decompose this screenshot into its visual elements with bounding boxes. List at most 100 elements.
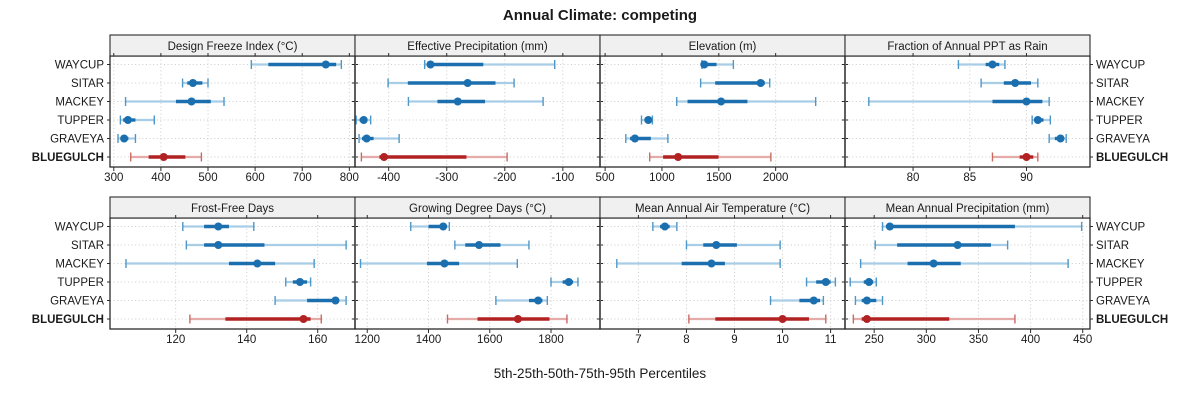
- x-tick-label: 500: [198, 172, 217, 184]
- x-tick-label: 300: [104, 172, 123, 184]
- series-waycup: [881, 222, 1083, 231]
- median-dot: [159, 153, 168, 161]
- median-dot: [299, 315, 308, 323]
- series-graveya: [495, 296, 549, 305]
- panel-growing-degree-days-c: Growing Degree Days (°C) 1200 1400 1600 1800: [352, 196, 603, 346]
- panel-border: [599, 217, 846, 330]
- series-bluegulch: [852, 314, 1016, 324]
- panel-elevation-m: Elevation (m) 500 1000 1500 2000: [596, 34, 848, 184]
- median-dot: [862, 315, 871, 323]
- x-tick-label: 85: [963, 172, 976, 184]
- panel-frost-free-days: Frost-Free Days 120 140 160: [107, 196, 358, 346]
- panel-effective-precipitation-mm: Effective Precipitation (mm) -400 -300 -200…: [352, 34, 603, 184]
- series-graveya: [358, 134, 400, 143]
- series-sitar: [185, 240, 347, 250]
- chart-title: Annual Climate: competing: [503, 7, 697, 24]
- series-mackey: [407, 97, 544, 106]
- series-tupper: [849, 277, 877, 287]
- series-bluegulch: [648, 152, 772, 162]
- median-dot: [717, 97, 726, 106]
- median-dot: [380, 153, 389, 161]
- series-bluegulch: [130, 152, 203, 162]
- x-tick-label: 10: [776, 334, 789, 346]
- median-dot: [295, 278, 304, 286]
- strip-title: Design Freeze Index (°C): [168, 41, 298, 53]
- x-tick-label: 120: [166, 334, 185, 346]
- x-axis-caption: 5th-25th-50th-75th-95th Percentiles: [494, 366, 707, 381]
- x-tick-label: 250: [865, 334, 884, 346]
- median-dot: [809, 296, 818, 305]
- median-dot: [953, 241, 962, 249]
- site-label-left-bluegulch: BLUEGULCH: [32, 152, 104, 164]
- series-sitar: [454, 240, 530, 250]
- panel-border: [109, 217, 356, 330]
- site-label-left-graveya: GRAVEYA: [50, 296, 104, 308]
- series-mackey: [676, 97, 817, 106]
- median-dot: [1056, 134, 1065, 143]
- x-tick-label: 1000: [649, 172, 675, 184]
- series-tupper: [1031, 115, 1052, 125]
- median-dot: [564, 278, 573, 286]
- x-tick-label: 400: [1021, 334, 1040, 346]
- median-dot: [362, 134, 371, 143]
- x-tick-label: 800: [340, 172, 359, 184]
- x-tick-label: 400: [151, 172, 170, 184]
- site-label-right-mackey: MACKEY: [1096, 97, 1145, 109]
- median-dot: [712, 241, 721, 249]
- site-label-left-waycup: WAYCUP: [55, 60, 105, 72]
- x-tick-label: 7: [635, 334, 641, 346]
- median-dot: [1033, 116, 1042, 124]
- median-dot: [700, 60, 709, 69]
- series-waycup: [957, 60, 1006, 69]
- series-sitar: [980, 78, 1039, 88]
- x-tick-label: 350: [969, 334, 988, 346]
- median-dot: [660, 222, 669, 231]
- series-mackey: [859, 259, 1069, 268]
- panel-border: [354, 217, 601, 330]
- panel-border: [844, 55, 1091, 168]
- series-sitar: [699, 78, 771, 88]
- panel-design-freeze-index-c: Design Freeze Index (°C) 300 400 500 600 700 8…: [104, 34, 359, 184]
- median-dot: [120, 134, 129, 143]
- series-graveya: [117, 134, 137, 143]
- site-label-left-tupper: TUPPER: [57, 115, 104, 127]
- site-label-left-waycup: WAYCUP: [55, 222, 105, 234]
- x-tick-label: 300: [917, 334, 936, 346]
- site-label-left-tupper: TUPPER: [57, 277, 104, 289]
- median-dot: [214, 222, 223, 231]
- strip-header: [844, 34, 1091, 57]
- median-dot: [1022, 153, 1031, 161]
- median-dot: [440, 259, 449, 268]
- series-graveya: [274, 296, 347, 305]
- series-sitar: [874, 240, 1009, 250]
- strip-title: Mean Annual Air Temperature (°C): [635, 203, 810, 215]
- series-mackey: [125, 259, 315, 268]
- series-tupper: [119, 115, 155, 125]
- median-dot: [534, 296, 543, 305]
- site-label-right-bluegulch: BLUEGULCH: [1096, 314, 1168, 326]
- series-bluegulch: [189, 314, 322, 324]
- site-label-right-graveya: GRAVEYA: [1096, 134, 1150, 146]
- site-label-right-waycup: WAYCUP: [1096, 222, 1146, 234]
- median-dot: [756, 79, 765, 87]
- median-dot: [123, 116, 132, 124]
- median-dot: [1011, 79, 1020, 87]
- series-waycup: [250, 60, 343, 69]
- site-label-left-sitar: SITAR: [71, 78, 104, 90]
- x-tick-label: 2000: [763, 172, 789, 184]
- median-dot: [1022, 97, 1031, 106]
- median-dot: [778, 315, 787, 323]
- strip-title: Effective Precipitation (mm): [407, 41, 548, 53]
- median-dot: [453, 97, 462, 106]
- site-label-right-tupper: TUPPER: [1096, 277, 1143, 289]
- site-label-right-graveya: GRAVEYA: [1096, 296, 1150, 308]
- series-mackey: [359, 259, 519, 268]
- panel-border: [599, 55, 846, 168]
- median-dot: [644, 116, 653, 124]
- median-dot: [463, 79, 472, 87]
- site-label-left-mackey: MACKEY: [55, 259, 104, 271]
- site-label-right-tupper: TUPPER: [1096, 115, 1143, 127]
- median-dot: [885, 222, 894, 231]
